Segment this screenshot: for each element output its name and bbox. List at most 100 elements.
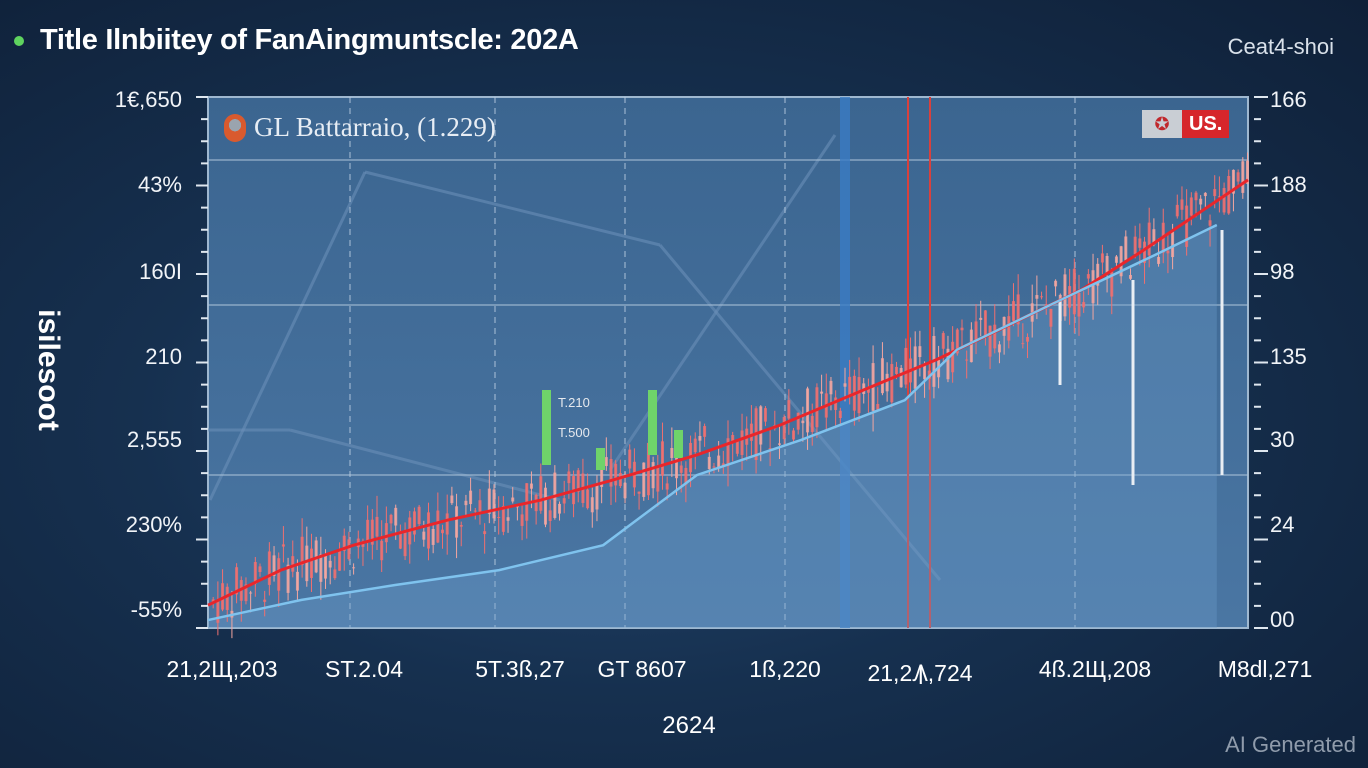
candle-body <box>604 457 608 467</box>
candle-body <box>417 506 421 525</box>
candle-body <box>539 476 543 511</box>
candle-body <box>1138 238 1142 248</box>
annotation-2: T.500 <box>558 425 590 440</box>
candle-body <box>1236 172 1240 182</box>
candle-body <box>974 321 978 342</box>
candle-body <box>923 363 927 380</box>
candle-body <box>749 423 753 441</box>
candle-body <box>618 473 622 487</box>
candle-body <box>473 510 477 512</box>
candle-body <box>927 370 931 379</box>
background-line <box>608 134 837 471</box>
legend-label: GL Battarraio, (1.229) <box>254 112 496 142</box>
candle-body <box>894 366 898 374</box>
candle-body <box>216 600 220 623</box>
candle-body <box>829 380 833 395</box>
left-y-tick-label: 1€,650 <box>114 87 182 112</box>
candle-body <box>1157 256 1161 264</box>
candle-body <box>1035 295 1039 299</box>
candle-body <box>1016 294 1020 325</box>
candle-body <box>431 529 435 545</box>
candle-body <box>628 449 632 469</box>
candle-body <box>684 467 688 485</box>
candle-body <box>520 514 524 526</box>
candle-body <box>1054 280 1058 287</box>
candle-body <box>567 471 571 484</box>
candle-body <box>969 329 973 363</box>
legend-logo-icon <box>224 113 246 142</box>
candle-body <box>698 435 702 441</box>
brand-label: Ceat4-shoi <box>1227 34 1334 59</box>
candle-body <box>796 412 800 430</box>
candle-body <box>993 324 997 349</box>
candle-body <box>1227 175 1231 214</box>
candle-body <box>707 456 711 470</box>
candle-body <box>338 551 342 571</box>
candle-body <box>735 441 739 454</box>
watermark: AI Generated <box>1225 732 1356 757</box>
candle-body <box>997 344 1001 353</box>
candle-body <box>712 466 716 468</box>
candle-body <box>469 490 473 505</box>
legend: GL Battarraio, (1.229) <box>224 112 496 143</box>
candle-body <box>782 417 786 440</box>
candle-body <box>759 406 763 445</box>
left-y-tick-label: 210 <box>145 344 182 369</box>
background-line <box>208 171 367 501</box>
candle-body <box>792 430 796 440</box>
candle-body <box>295 571 299 591</box>
candle-body <box>576 470 580 492</box>
candle-body <box>1086 274 1090 279</box>
candle-body <box>291 556 295 572</box>
candle-body <box>1007 316 1011 341</box>
candle-body <box>366 519 370 542</box>
candle-body <box>1133 236 1137 255</box>
candle-body <box>838 410 842 419</box>
candle-body <box>305 545 309 582</box>
candle-body <box>459 525 463 527</box>
candle-body <box>651 462 655 489</box>
candle-body <box>726 438 730 467</box>
candle-body <box>558 503 562 514</box>
left-y-tick-label: 2,555 <box>126 427 182 452</box>
candle-body <box>763 408 767 422</box>
volume-bar-green <box>542 390 551 465</box>
candle-body <box>670 447 674 458</box>
volume-bar-green <box>648 390 657 455</box>
candle-body <box>979 317 983 320</box>
x-tick-label: 4ß.2Щ,208 <box>1038 656 1152 682</box>
candle-body <box>880 358 884 394</box>
flag-icon: ✪ <box>1142 110 1182 138</box>
candle-body <box>787 400 791 419</box>
candle-body <box>815 387 819 428</box>
candle-body <box>249 592 253 594</box>
candle-body <box>380 540 384 561</box>
candle-body <box>412 511 416 535</box>
candle-body <box>314 540 318 573</box>
candle-body <box>675 451 679 479</box>
candle-body <box>955 329 959 354</box>
candle-body <box>1128 275 1132 279</box>
candle-body <box>1222 188 1226 213</box>
candle-body <box>384 523 388 543</box>
candle-body <box>483 531 487 535</box>
x-tick-label: 21,2Ꙟ,724 <box>867 660 973 686</box>
candle-body <box>1185 205 1189 247</box>
candle-body <box>394 507 398 526</box>
candle-body <box>300 536 304 566</box>
candle-body <box>941 333 945 349</box>
candle-body <box>1105 255 1109 274</box>
left-y-tick-label: 230% <box>125 512 182 537</box>
candle-body <box>623 482 627 499</box>
candle-body <box>843 383 847 387</box>
candle-body <box>445 513 449 535</box>
candle-body <box>660 441 664 476</box>
candle-body <box>1049 308 1053 327</box>
candle-body <box>543 487 547 525</box>
candle-body <box>1119 246 1123 277</box>
x-tick-label: 5T.3ß,27 <box>475 656 565 682</box>
candle-body <box>328 560 332 568</box>
candle-body <box>370 519 374 545</box>
candle-body <box>319 554 323 582</box>
